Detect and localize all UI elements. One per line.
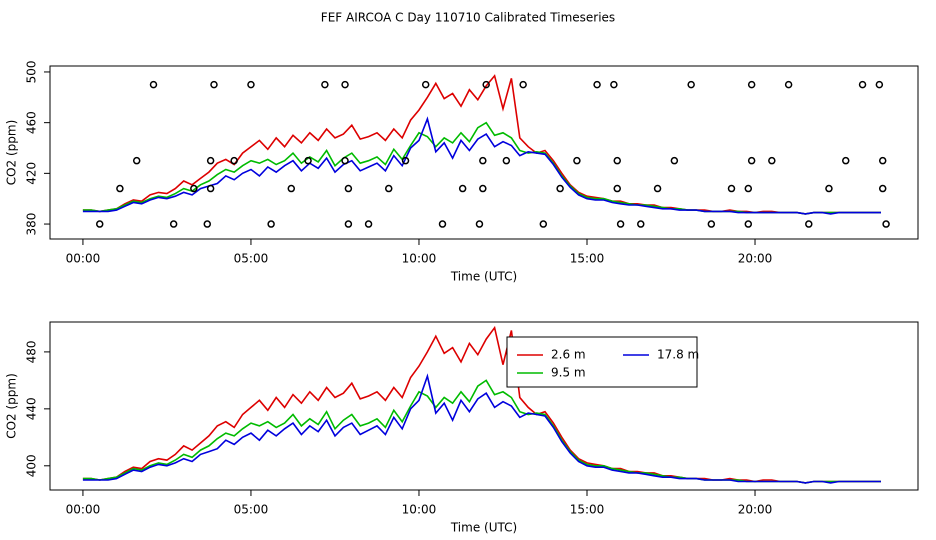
marker-point	[479, 184, 487, 193]
marker-point	[203, 220, 212, 228]
marker-point	[502, 156, 511, 165]
y-tick-label: 460	[25, 111, 39, 134]
x-axis-label: Time (UTC)	[450, 521, 517, 535]
y-tick-label: 480	[25, 340, 39, 363]
marker-point	[206, 156, 215, 165]
marker-point	[747, 80, 756, 89]
series-line	[82, 373, 881, 484]
x-tick-label: 00:00	[66, 252, 101, 266]
marker-point	[825, 184, 833, 193]
y-axis-label: CO2 (ppm)	[5, 120, 19, 186]
legend-label: 17.8 m	[657, 348, 699, 362]
marker-point	[613, 184, 621, 193]
marker-point	[882, 220, 890, 228]
y-tick-label: 420	[25, 162, 39, 185]
x-tick-label: 20:00	[738, 252, 773, 266]
marker-point	[190, 184, 198, 193]
y-tick-label: 440	[25, 397, 39, 420]
marker-point	[230, 156, 238, 165]
page-title: FEF AIRCOA C Day 110710 Calibrated Times…	[321, 11, 615, 25]
marker-point	[149, 80, 158, 89]
y-axis-label: CO2 (ppm)	[5, 373, 19, 439]
x-tick-label: 00:00	[66, 503, 101, 517]
series-line	[82, 116, 881, 215]
plot-frame	[49, 65, 919, 240]
marker-point	[384, 184, 393, 193]
marker-point	[321, 80, 329, 89]
marker-point	[805, 220, 813, 228]
marker-point	[341, 156, 349, 165]
marker-point	[401, 156, 410, 165]
marker-point	[344, 220, 353, 228]
marker-point	[747, 156, 756, 165]
marker-point	[482, 80, 490, 89]
marker-point	[344, 184, 353, 193]
marker-point	[707, 220, 716, 228]
marker-point	[875, 80, 884, 89]
marker-point	[475, 220, 484, 228]
marker-point	[727, 184, 736, 193]
marker-point	[210, 80, 218, 89]
marker-point	[341, 80, 349, 89]
marker-point	[878, 156, 887, 165]
marker-point	[573, 156, 581, 165]
marker-point	[247, 80, 255, 89]
plot-frame	[49, 321, 919, 491]
legend-label: 2.6 m	[551, 348, 586, 362]
marker-point	[842, 156, 850, 165]
legend-label: 9.5 m	[551, 366, 586, 380]
marker-point	[458, 184, 467, 193]
marker-point	[479, 156, 487, 165]
y-tick-label: 500	[25, 61, 39, 84]
marker-point	[116, 184, 124, 193]
legend-box	[506, 336, 698, 388]
marker-point	[421, 80, 430, 89]
x-tick-label: 20:00	[738, 503, 773, 517]
marker-point	[744, 220, 753, 228]
marker-point	[593, 80, 601, 89]
marker-point	[858, 80, 867, 89]
y-tick-label: 400	[25, 454, 39, 477]
marker-point	[519, 80, 527, 89]
marker-point	[95, 220, 104, 228]
marker-point	[670, 156, 679, 165]
x-tick-label: 10:00	[402, 503, 437, 517]
marker-point	[613, 156, 621, 165]
series-line	[82, 325, 881, 484]
x-tick-label: 10:00	[402, 252, 437, 266]
marker-point	[768, 156, 776, 165]
x-tick-label: 15:00	[570, 503, 605, 517]
marker-point	[169, 220, 178, 228]
x-axis-label: Time (UTC)	[450, 270, 517, 284]
marker-point	[438, 220, 447, 228]
marker-point	[653, 184, 662, 193]
y-tick-label: 380	[25, 213, 39, 236]
marker-point	[304, 156, 312, 165]
marker-point	[784, 80, 793, 89]
marker-point	[206, 184, 215, 193]
marker-point	[878, 184, 887, 193]
marker-point	[287, 184, 296, 193]
x-tick-label: 05:00	[234, 252, 269, 266]
marker-point	[637, 220, 645, 228]
marker-point	[744, 184, 753, 193]
series-line	[82, 74, 881, 215]
x-tick-label: 15:00	[570, 252, 605, 266]
marker-point	[539, 220, 548, 228]
marker-point	[616, 220, 625, 228]
marker-point	[610, 80, 618, 89]
x-tick-label: 05:00	[234, 503, 269, 517]
marker-point	[556, 184, 564, 193]
marker-point	[267, 220, 275, 228]
marker-point	[687, 80, 695, 89]
marker-point	[132, 156, 141, 165]
marker-point	[364, 220, 373, 228]
